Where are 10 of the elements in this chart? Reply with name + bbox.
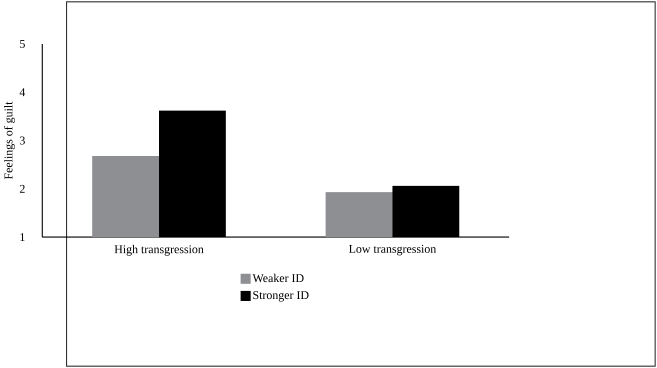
- legend-label: Weaker ID: [252, 274, 304, 282]
- legend-label: Stronger ID: [253, 291, 309, 302]
- y-tick-label: 5: [20, 40, 25, 48]
- x-tick-label: Low transgression: [348, 244, 436, 256]
- y-tick-label: 1: [20, 233, 25, 242]
- y-axis-title: Feelings of guilt: [4, 102, 15, 180]
- y-tick-label: 2: [20, 184, 25, 193]
- x-tick-label: High transgression: [114, 244, 204, 256]
- y-tick-label: 3: [20, 136, 25, 145]
- y-tick-label: 4: [20, 88, 26, 96]
